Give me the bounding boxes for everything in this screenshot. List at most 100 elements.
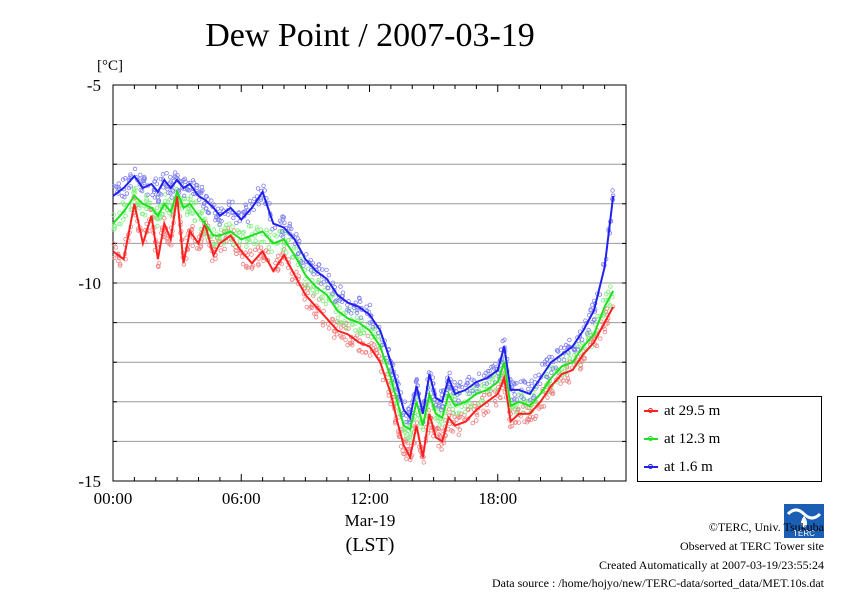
data-point	[361, 330, 367, 335]
data-point	[322, 282, 328, 287]
data-point	[607, 304, 612, 309]
data-point	[279, 229, 285, 234]
data-point	[436, 444, 441, 449]
data-point	[563, 342, 569, 348]
data-point	[375, 351, 380, 356]
data-point	[595, 314, 600, 319]
data-point	[222, 246, 227, 252]
data-point	[172, 170, 178, 175]
data-point	[348, 341, 353, 346]
data-point	[509, 423, 515, 429]
data-point	[498, 395, 503, 401]
data-point	[303, 276, 308, 282]
data-point	[340, 290, 346, 295]
data-point	[479, 398, 484, 403]
data-point	[364, 304, 369, 309]
data-point	[275, 268, 280, 273]
data-point	[572, 346, 577, 352]
data-point	[141, 180, 147, 186]
data-point	[132, 166, 138, 172]
data-point	[591, 317, 597, 322]
data-point	[252, 196, 257, 202]
data-point	[326, 286, 331, 291]
plot-frame	[112, 84, 627, 482]
data-point	[539, 404, 544, 409]
data-point	[236, 210, 242, 215]
data-point	[242, 213, 247, 219]
data-point	[316, 262, 321, 267]
data-point	[156, 198, 161, 203]
data-point	[135, 200, 140, 206]
data-point	[470, 388, 475, 393]
data-point	[513, 420, 519, 425]
legend-label: at 12.3 m	[664, 430, 721, 447]
data-point	[254, 225, 260, 230]
data-point	[206, 210, 211, 215]
data-point	[112, 255, 117, 261]
legend-swatch	[644, 436, 658, 441]
data-point	[320, 320, 325, 325]
data-point	[305, 290, 311, 296]
data-point	[121, 217, 126, 222]
data-point	[541, 404, 547, 409]
y-tick-label: -10	[78, 274, 101, 293]
data-point	[520, 404, 526, 409]
data-point	[357, 299, 363, 304]
data-point	[247, 239, 252, 244]
data-point	[602, 329, 608, 335]
data-point	[122, 194, 127, 200]
y-axis-label: [°C]	[97, 58, 123, 74]
legend-item-12-3m: at 12.3 m	[644, 429, 720, 449]
data-point	[154, 181, 160, 187]
data-point	[470, 420, 475, 426]
data-point	[158, 192, 164, 197]
data-point	[401, 411, 406, 416]
data-point	[256, 201, 261, 207]
data-point	[188, 197, 193, 202]
data-point	[467, 400, 472, 405]
data-point	[333, 323, 339, 328]
data-point	[347, 340, 352, 346]
data-point	[330, 317, 336, 322]
data-point	[286, 237, 291, 243]
data-point	[459, 404, 464, 409]
data-point	[226, 202, 232, 207]
series-line	[112, 188, 615, 432]
data-point	[240, 261, 246, 267]
data-point	[282, 220, 287, 226]
data-point	[247, 198, 253, 204]
data-point	[231, 215, 236, 221]
data-point	[354, 310, 360, 315]
data-point	[190, 224, 195, 229]
data-point	[528, 397, 533, 402]
data-point	[579, 359, 585, 364]
data-point	[317, 266, 322, 272]
data-point	[369, 340, 374, 346]
data-point	[185, 196, 191, 202]
data-point	[138, 187, 143, 193]
data-point	[190, 243, 195, 248]
data-point	[485, 368, 491, 374]
data-point	[354, 315, 360, 320]
data-point	[123, 176, 128, 181]
data-point	[217, 222, 222, 227]
data-point	[567, 356, 572, 361]
data-point	[219, 218, 224, 224]
data-point	[160, 172, 166, 177]
data-point	[256, 261, 261, 267]
data-point	[218, 248, 224, 253]
data-point	[434, 399, 439, 404]
data-point	[357, 329, 362, 334]
data-point	[457, 414, 463, 419]
data-point	[373, 331, 378, 336]
data-point	[337, 305, 342, 311]
data-point	[137, 177, 143, 182]
data-point	[375, 334, 381, 340]
data-point	[436, 426, 442, 432]
data-point	[124, 191, 130, 196]
data-point	[320, 298, 326, 304]
data-point	[142, 176, 147, 182]
data-point	[264, 227, 269, 233]
data-point	[558, 345, 564, 350]
